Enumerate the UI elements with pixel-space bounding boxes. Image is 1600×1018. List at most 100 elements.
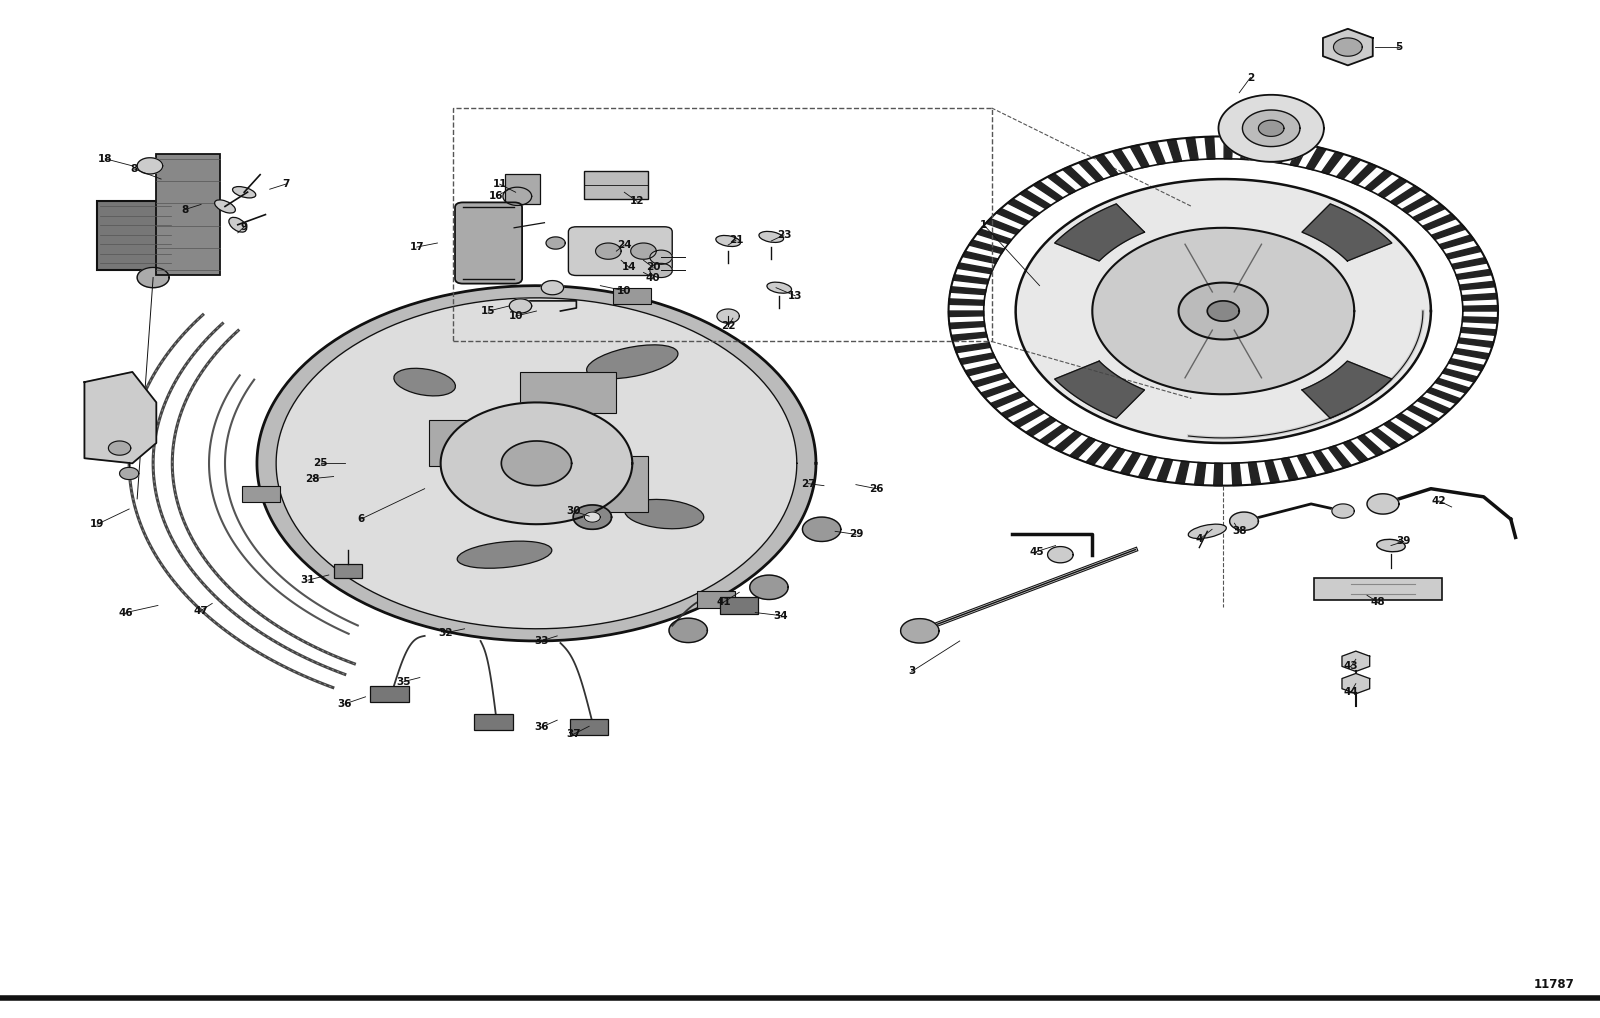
Bar <box>1314 578 1442 601</box>
Polygon shape <box>1157 459 1173 482</box>
Polygon shape <box>1230 512 1259 530</box>
Text: 36: 36 <box>338 699 352 709</box>
Polygon shape <box>949 322 986 329</box>
FancyBboxPatch shape <box>568 227 672 276</box>
Polygon shape <box>1179 283 1267 339</box>
Polygon shape <box>1186 137 1198 160</box>
Polygon shape <box>965 363 1002 376</box>
Polygon shape <box>1130 145 1149 168</box>
Ellipse shape <box>1189 524 1226 539</box>
Text: 17: 17 <box>410 242 424 252</box>
Polygon shape <box>981 383 1016 398</box>
Bar <box>334 564 362 578</box>
Polygon shape <box>1019 189 1051 209</box>
Ellipse shape <box>214 200 235 213</box>
Text: 2: 2 <box>1246 72 1254 82</box>
Polygon shape <box>1366 494 1398 514</box>
Polygon shape <box>949 312 984 317</box>
Text: 46: 46 <box>118 608 133 618</box>
Text: 12: 12 <box>630 196 645 207</box>
Text: 14: 14 <box>622 263 637 273</box>
Polygon shape <box>1054 361 1144 418</box>
Polygon shape <box>970 240 1005 253</box>
Polygon shape <box>1435 379 1470 393</box>
Text: 28: 28 <box>306 473 320 484</box>
Text: 1: 1 <box>981 220 987 230</box>
Text: 27: 27 <box>800 478 816 489</box>
Polygon shape <box>1328 446 1352 468</box>
Text: 11: 11 <box>493 179 507 189</box>
Bar <box>504 174 539 205</box>
Text: 20: 20 <box>646 263 661 273</box>
Polygon shape <box>501 441 571 486</box>
Text: 42: 42 <box>1432 496 1446 506</box>
Polygon shape <box>1070 438 1096 459</box>
Text: 43: 43 <box>1344 662 1358 671</box>
Polygon shape <box>1258 138 1270 161</box>
Ellipse shape <box>587 345 678 379</box>
Ellipse shape <box>766 282 792 293</box>
Polygon shape <box>1462 293 1498 300</box>
Polygon shape <box>1451 258 1488 269</box>
Bar <box>520 372 616 412</box>
Polygon shape <box>595 243 621 260</box>
Bar <box>242 486 280 502</box>
Polygon shape <box>1026 416 1056 437</box>
Text: 18: 18 <box>98 154 112 164</box>
Ellipse shape <box>229 217 246 232</box>
Text: 16: 16 <box>490 191 504 202</box>
Polygon shape <box>803 517 840 542</box>
Polygon shape <box>1336 157 1360 179</box>
Text: 22: 22 <box>722 322 736 331</box>
Bar <box>474 714 512 730</box>
Polygon shape <box>952 332 987 341</box>
Bar <box>370 686 408 701</box>
Text: 31: 31 <box>301 575 315 585</box>
Text: 9: 9 <box>240 222 248 232</box>
Polygon shape <box>1384 421 1413 441</box>
Text: 11787: 11787 <box>1534 978 1574 992</box>
Polygon shape <box>1456 270 1491 279</box>
Polygon shape <box>120 467 139 479</box>
Text: 4: 4 <box>1195 534 1203 545</box>
Polygon shape <box>1034 181 1062 202</box>
Polygon shape <box>901 619 939 643</box>
Polygon shape <box>1430 224 1466 239</box>
Polygon shape <box>1458 338 1494 347</box>
Polygon shape <box>1298 454 1317 477</box>
Text: 23: 23 <box>776 230 792 240</box>
Polygon shape <box>1442 369 1478 382</box>
Polygon shape <box>1219 95 1323 162</box>
Polygon shape <box>1331 504 1354 518</box>
Polygon shape <box>1266 460 1280 483</box>
Polygon shape <box>1342 674 1370 694</box>
Text: 10: 10 <box>509 312 523 321</box>
Polygon shape <box>986 219 1021 234</box>
Polygon shape <box>1459 281 1496 290</box>
Polygon shape <box>997 209 1029 225</box>
Polygon shape <box>1314 450 1334 473</box>
Polygon shape <box>1214 463 1222 486</box>
Polygon shape <box>1427 388 1461 403</box>
Polygon shape <box>954 275 989 284</box>
Text: 15: 15 <box>482 306 496 316</box>
Polygon shape <box>1002 400 1034 418</box>
Polygon shape <box>1040 425 1069 445</box>
Polygon shape <box>138 268 170 288</box>
Polygon shape <box>1054 431 1082 452</box>
Polygon shape <box>1438 235 1474 249</box>
Text: 30: 30 <box>566 506 581 516</box>
Text: 5: 5 <box>1395 42 1403 52</box>
Polygon shape <box>1102 448 1125 470</box>
Text: 25: 25 <box>314 458 328 468</box>
Polygon shape <box>1446 246 1482 259</box>
Polygon shape <box>1248 462 1261 485</box>
Text: 35: 35 <box>397 677 411 686</box>
Polygon shape <box>1208 301 1240 322</box>
Polygon shape <box>109 441 131 455</box>
Polygon shape <box>1138 456 1157 478</box>
Polygon shape <box>1462 305 1498 312</box>
Polygon shape <box>1093 228 1354 394</box>
Polygon shape <box>976 229 1011 243</box>
Text: 37: 37 <box>566 729 581 739</box>
